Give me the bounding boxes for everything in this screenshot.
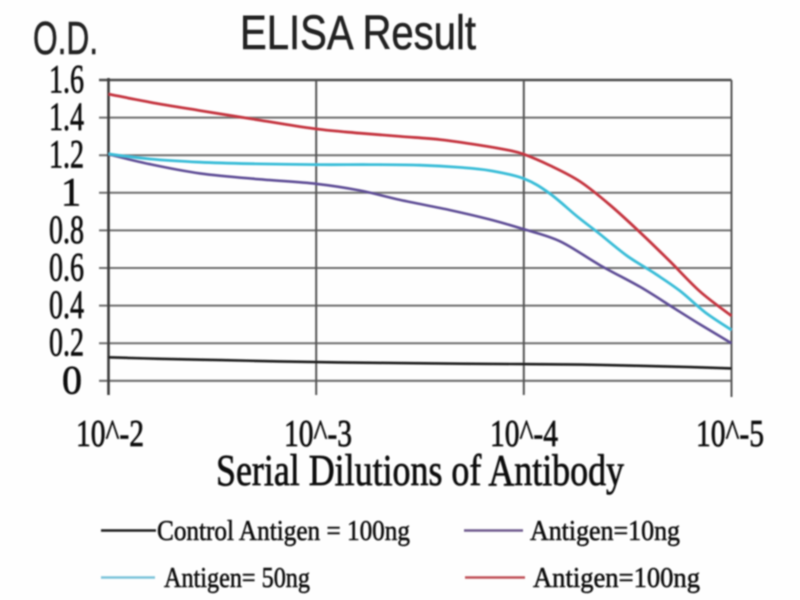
svg-text:1.2: 1.2 (49, 132, 84, 177)
svg-text:0.4: 0.4 (49, 282, 84, 327)
svg-text:10^-3: 10^-3 (284, 413, 352, 455)
svg-text:Control Antigen = 100ng: Control Antigen = 100ng (157, 515, 410, 547)
svg-text:10^-5: 10^-5 (696, 413, 764, 455)
svg-text:Antigen=10ng: Antigen=10ng (530, 515, 680, 547)
svg-text:0.8: 0.8 (49, 207, 84, 252)
svg-text:0.6: 0.6 (49, 245, 84, 290)
svg-text:Serial Dilutions of Antibody: Serial Dilutions of Antibody (216, 446, 624, 495)
svg-text:1: 1 (61, 169, 81, 214)
svg-text:0: 0 (62, 357, 82, 402)
svg-text:ELISA Result: ELISA Result (240, 7, 476, 60)
svg-text:O.D.: O.D. (33, 12, 98, 64)
svg-text:Antigen=100ng: Antigen=100ng (533, 562, 700, 594)
svg-text:10^-2: 10^-2 (76, 413, 144, 455)
svg-text:Antigen= 50ng: Antigen= 50ng (164, 562, 310, 594)
svg-text:1.4: 1.4 (49, 94, 84, 139)
svg-text:1.6: 1.6 (49, 57, 84, 102)
svg-text:10^-4: 10^-4 (490, 413, 558, 455)
svg-text:0.2: 0.2 (49, 320, 84, 365)
